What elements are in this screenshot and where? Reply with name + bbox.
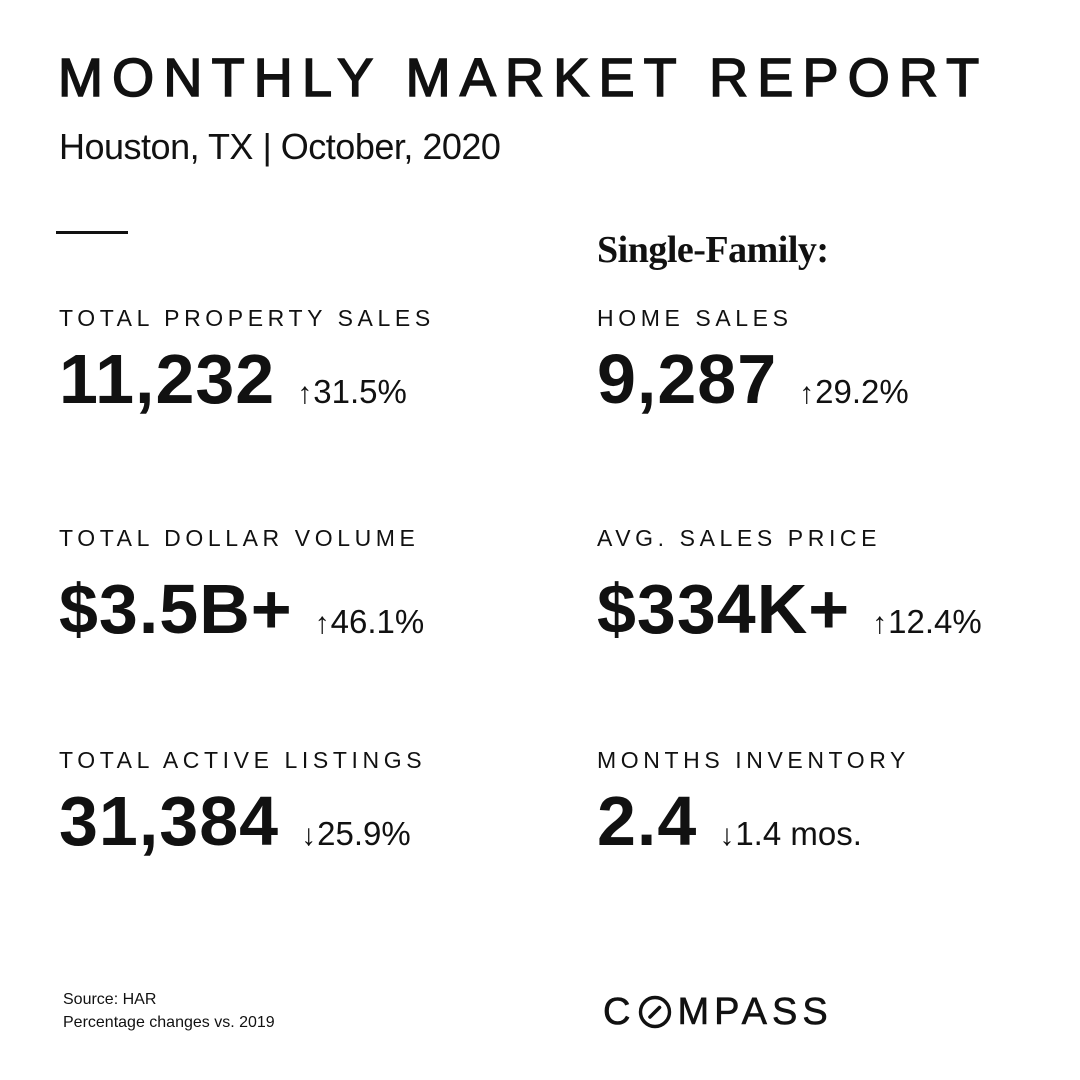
- arrow-up-icon: ↑: [297, 377, 313, 410]
- report-title: MONTHLY MARKET REPORT: [57, 48, 989, 108]
- compass-o-icon: [638, 995, 672, 1029]
- stat-value: 2.4: [597, 782, 698, 860]
- stat-label: TOTAL ACTIVE LISTINGS: [59, 747, 427, 773]
- stat-label: TOTAL PROPERTY SALES: [59, 305, 435, 331]
- stat-label: HOME SALES: [597, 305, 793, 331]
- stat-value: 31,384: [59, 782, 280, 860]
- stat-total-dollar-volume: TOTAL DOLLAR VOLUME $3.5B+ ↑ 46.1%: [59, 524, 424, 644]
- stat-change: ↓ 25.9%: [301, 816, 411, 854]
- comparison-note: Percentage changes vs. 2019: [63, 1014, 275, 1031]
- stat-value: $334K+: [597, 570, 851, 648]
- stat-value: $3.5B+: [59, 570, 293, 648]
- stat-total-property-sales: TOTAL PROPERTY SALES 11,232 ↑ 31.5%: [59, 304, 435, 414]
- stat-value: 9,287: [597, 340, 778, 418]
- stat-label: MONTHS INVENTORY: [597, 747, 910, 773]
- arrow-up-icon: ↑: [799, 377, 815, 410]
- stat-total-active-listings: TOTAL ACTIVE LISTINGS 31,384 ↓ 25.9%: [59, 746, 426, 856]
- compass-logo: C MPASS: [603, 991, 833, 1033]
- stat-change: ↑ 31.5%: [297, 374, 407, 412]
- stat-change-value: 25.9%: [317, 815, 411, 852]
- stat-label: TOTAL DOLLAR VOLUME: [59, 525, 420, 551]
- stat-change: ↑ 12.4%: [872, 604, 982, 642]
- stat-change-value: 1.4 mos.: [735, 815, 862, 852]
- stat-value: 11,232: [59, 340, 276, 418]
- arrow-down-icon: ↓: [719, 819, 735, 852]
- stat-change-value: 29.2%: [815, 373, 909, 410]
- stat-change: ↑ 46.1%: [315, 604, 425, 642]
- report-subtitle: Houston, TX | October, 2020: [59, 126, 501, 167]
- stat-change: ↓ 1.4 mos.: [719, 816, 862, 854]
- stat-label: AVG. SALES PRICE: [597, 525, 882, 551]
- stat-months-inventory: MONTHS INVENTORY 2.4 ↓ 1.4 mos.: [597, 746, 910, 856]
- arrow-up-icon: ↑: [314, 607, 330, 640]
- logo-text-end: MPASS: [677, 991, 833, 1033]
- stat-change-value: 31.5%: [313, 373, 407, 410]
- footnote: Source: HAR Percentage changes vs. 2019: [63, 988, 275, 1034]
- single-family-heading: Single-Family:: [597, 229, 829, 271]
- stat-home-sales: HOME SALES 9,287 ↑ 29.2%: [597, 304, 909, 414]
- stat-change-value: 46.1%: [330, 603, 425, 640]
- arrow-down-icon: ↓: [301, 819, 317, 852]
- stat-change: ↑ 29.2%: [799, 374, 909, 412]
- stat-change-value: 12.4%: [888, 603, 982, 640]
- source-note: Source: HAR: [63, 991, 157, 1008]
- logo-text-start: C: [603, 991, 636, 1033]
- arrow-up-icon: ↑: [872, 607, 888, 640]
- stat-avg-sales-price: AVG. SALES PRICE $334K+ ↑ 12.4%: [597, 524, 982, 644]
- divider-rule: [56, 231, 128, 234]
